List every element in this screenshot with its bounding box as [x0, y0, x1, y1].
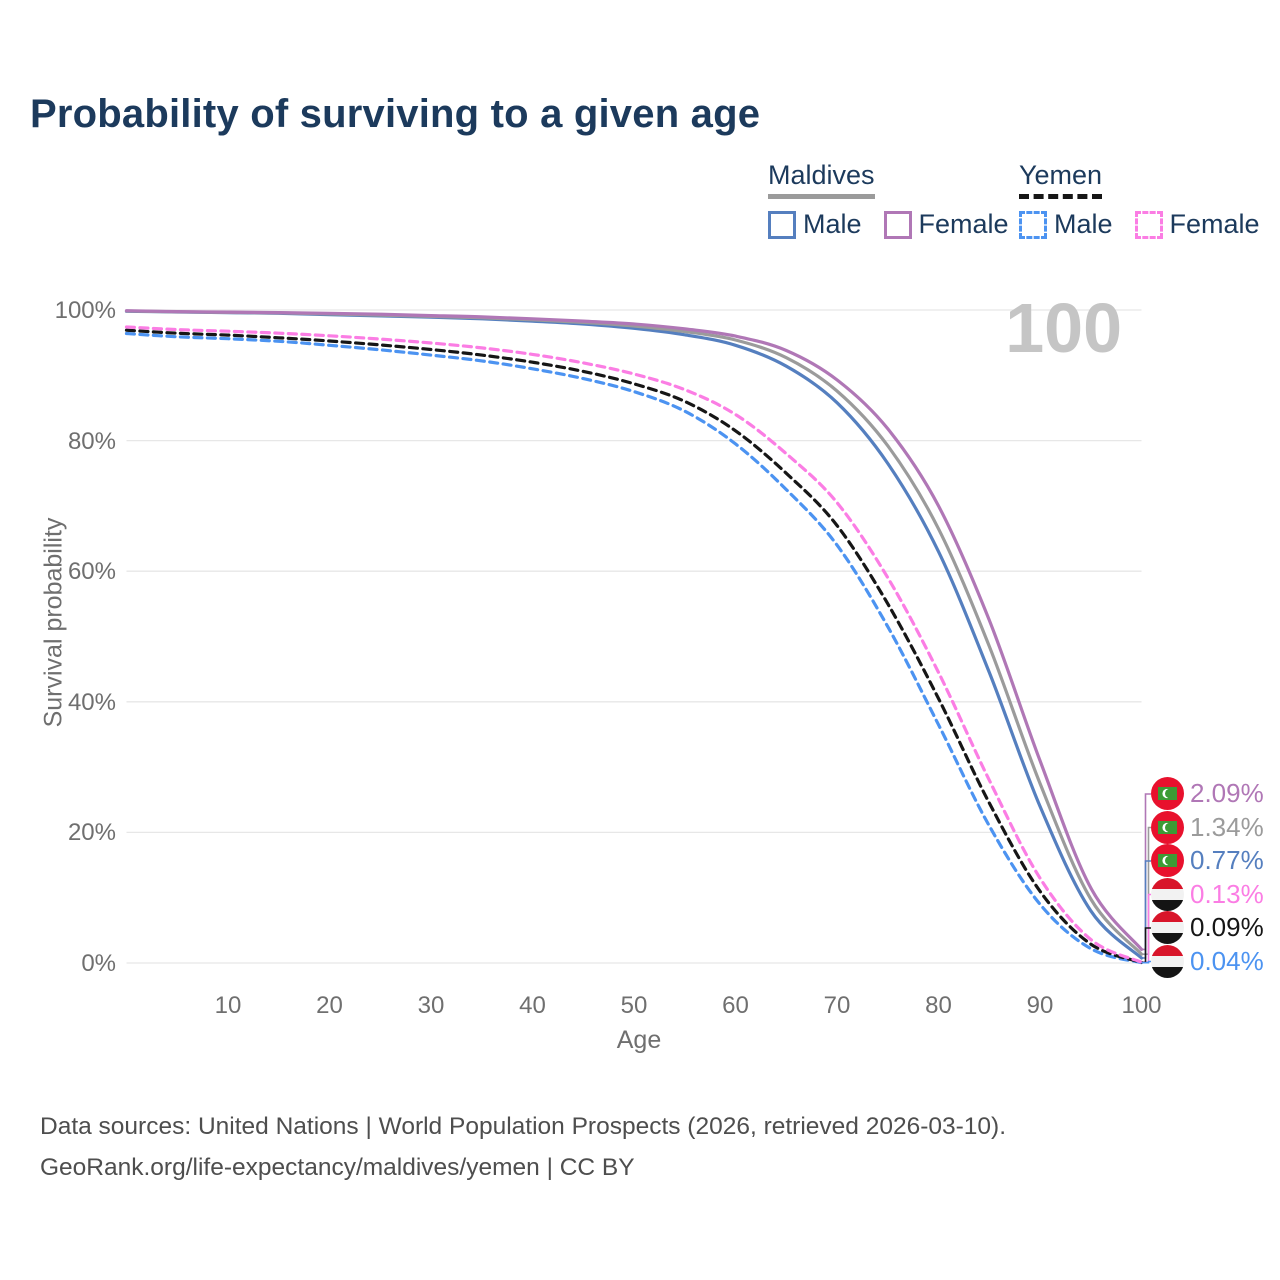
legend-header-yemen[interactable]: Yemen	[1019, 160, 1103, 199]
end-label-value: 1.34%	[1190, 811, 1264, 842]
end-label-maldives-female: 2.09%	[1151, 777, 1264, 810]
page-title: Probability of surviving to a given age	[30, 92, 761, 136]
x-tick-label: 20	[316, 992, 343, 1019]
y-axis-title: Survival probability	[39, 517, 68, 728]
series-line-maldives-female[interactable]	[124, 309, 1144, 951]
legend-header-maldives[interactable]: Maldives	[768, 160, 875, 199]
x-tick-label: 10	[214, 992, 242, 1019]
series-line-maldives-both[interactable]	[124, 309, 1144, 956]
end-label-value: 0.04%	[1190, 945, 1264, 976]
end-label-maldives-male: 0.77%	[1151, 844, 1264, 877]
footer-attribution: GeoRank.org/life-expectancy/maldives/yem…	[40, 1154, 635, 1181]
legend-items-maldives: Male Female	[768, 209, 1009, 240]
y-tick-label: 100%	[54, 297, 116, 324]
end-label-value: 0.13%	[1190, 878, 1264, 909]
legend-item-label: Female	[1169, 209, 1260, 239]
x-tick-label: 50	[620, 992, 648, 1019]
maldives-female-swatch	[883, 210, 912, 239]
legend-group-yemen: Yemen Male Female	[1019, 160, 1260, 240]
yemen-female-swatch	[1134, 210, 1163, 239]
end-label-value: 2.09%	[1190, 778, 1264, 808]
legend-item-label: Male	[803, 209, 862, 239]
y-tick-label: 80%	[67, 427, 116, 455]
end-label-value: 0.77%	[1190, 845, 1264, 875]
yemen-male-swatch	[1019, 210, 1047, 239]
footer-data-sources: Data sources: United Nations | World Pop…	[40, 1113, 1007, 1140]
gridlines	[126, 309, 1142, 964]
y-tick-label: 40%	[67, 688, 116, 716]
hovered-age-label: 100	[1005, 289, 1122, 367]
end-label-yemen-female: 0.13%	[1151, 877, 1264, 911]
end-label-connector	[1141, 960, 1151, 964]
footer: Data sources: United Nations | World Pop…	[40, 1106, 1006, 1188]
x-tick-label: 70	[823, 992, 851, 1019]
maldives-flag-icon	[1151, 777, 1184, 810]
end-label-value: 0.09%	[1190, 912, 1264, 942]
maldives-flag-icon	[1151, 810, 1184, 844]
series-line-yemen-male[interactable]	[124, 331, 1144, 965]
series-line-yemen-female[interactable]	[124, 325, 1144, 964]
legend-item-maldives-female[interactable]: Female	[883, 209, 1009, 240]
yemen-flag-icon	[1151, 911, 1184, 944]
yemen-flag-icon	[1151, 877, 1184, 911]
end-label-maldives-both: 1.34%	[1151, 810, 1264, 844]
legend-items-yemen: Male Female	[1019, 209, 1260, 240]
x-axis-title: Age	[616, 1026, 662, 1054]
x-tick-label: 100	[1121, 992, 1162, 1019]
legend-item-label: Male	[1054, 209, 1113, 239]
legend-group-maldives: Maldives Male Female	[768, 160, 1009, 240]
maldives-flag-icon	[1151, 844, 1184, 877]
series-line-maldives-male[interactable]	[124, 309, 1144, 960]
x-tick-label: 90	[1026, 992, 1054, 1019]
legend-item-yemen-female[interactable]: Female	[1134, 209, 1260, 240]
end-label-yemen-male: 0.04%	[1151, 944, 1264, 978]
legend-item-label: Female	[918, 209, 1009, 239]
maldives-male-swatch	[768, 210, 796, 239]
x-tick-label: 30	[417, 992, 445, 1019]
x-tick-label: 40	[519, 992, 546, 1019]
connector-lines	[1141, 793, 1151, 964]
y-tick-label: 20%	[67, 819, 116, 847]
x-tick-label: 60	[722, 992, 749, 1019]
y-tick-label: 60%	[67, 558, 116, 586]
end-label-yemen-both: 0.09%	[1151, 911, 1264, 944]
x-tick-label: 80	[925, 992, 952, 1019]
legend-item-maldives-male[interactable]: Male	[768, 209, 862, 240]
series-lines	[124, 309, 1144, 965]
y-tick-label: 0%	[81, 950, 116, 977]
series-line-yemen-both[interactable]	[124, 328, 1144, 964]
legend-item-yemen-male[interactable]: Male	[1019, 209, 1113, 240]
end-label-connector	[1141, 860, 1151, 959]
yemen-flag-icon	[1151, 944, 1184, 978]
